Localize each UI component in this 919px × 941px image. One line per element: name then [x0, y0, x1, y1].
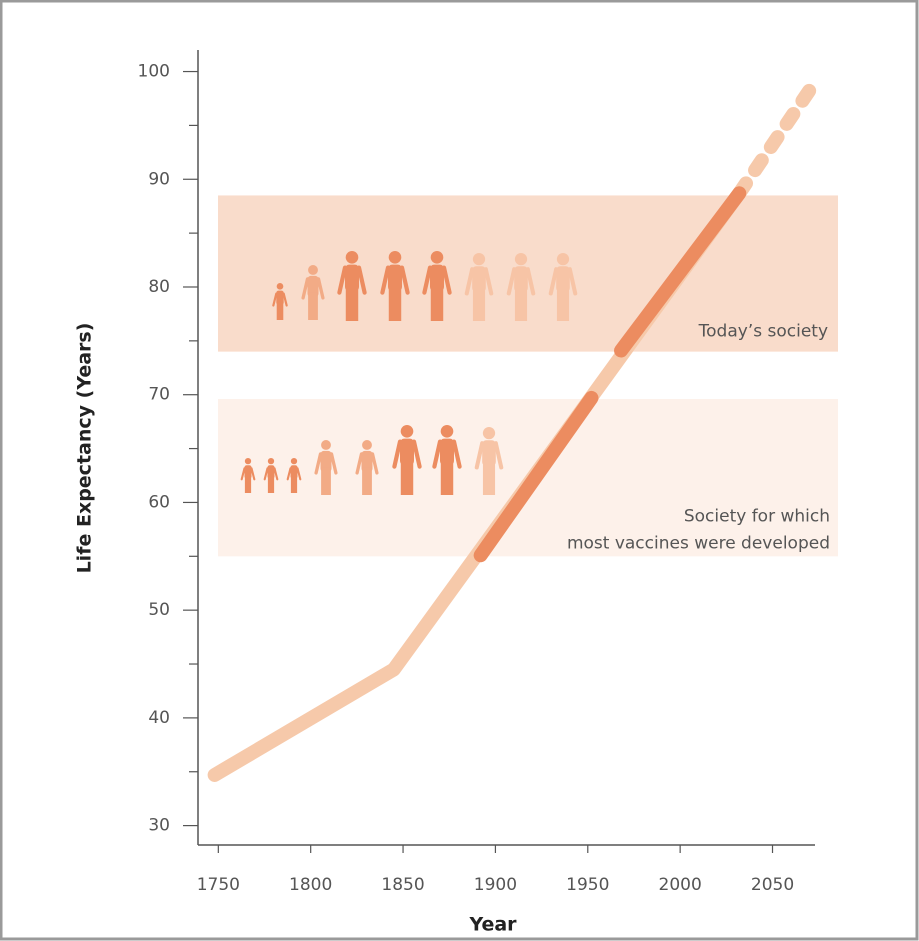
head: [515, 253, 527, 265]
chart: Today’s society Society for which most vac…: [0, 0, 919, 941]
y-tick-label: 30: [148, 816, 170, 836]
band-label: Society for which: [684, 506, 830, 526]
y-tick-label: 70: [148, 385, 170, 405]
y-tick-label: 100: [138, 62, 170, 82]
y-tick-label: 50: [148, 600, 170, 620]
y-tick-label: 90: [148, 169, 170, 189]
head: [389, 251, 402, 264]
head: [401, 425, 414, 438]
head: [473, 253, 485, 265]
head: [321, 440, 331, 450]
x-tick-label: 1900: [474, 875, 517, 895]
x-axis-title: Year: [468, 914, 517, 936]
head: [362, 440, 372, 450]
y-tick-label: 40: [148, 708, 170, 728]
x-tick-label: 1850: [381, 875, 424, 895]
head: [431, 251, 444, 264]
y-tick-label: 80: [148, 277, 170, 297]
head: [308, 265, 318, 275]
y-axis-title: Life Expectancy (Years): [74, 323, 96, 574]
x-tick-label: 2000: [659, 875, 702, 895]
x-tick-label: 1950: [566, 875, 609, 895]
head: [557, 253, 569, 265]
head: [291, 458, 297, 464]
head: [346, 251, 359, 264]
head: [245, 458, 251, 464]
y-tick-label: 60: [148, 492, 170, 512]
x-tick-label: 1800: [289, 875, 332, 895]
head: [441, 425, 454, 438]
band-label: Today’s society: [698, 322, 828, 342]
head: [277, 283, 284, 290]
head: [268, 458, 274, 464]
head: [483, 427, 495, 439]
x-tick-label: 1750: [197, 875, 240, 895]
x-tick-label: 2050: [751, 875, 794, 895]
band-label: most vaccines were developed: [567, 533, 830, 553]
